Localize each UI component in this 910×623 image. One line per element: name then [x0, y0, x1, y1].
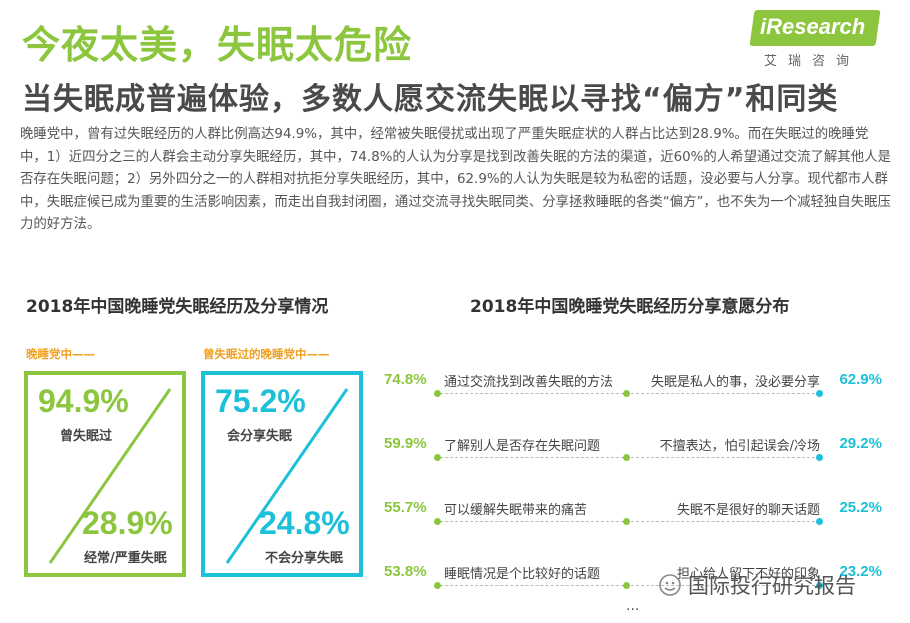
- right-label: 担心给人留下不好的印象: [676, 567, 820, 582]
- right-label: 失眠不是很好的聊天话题: [676, 503, 820, 518]
- left-chart-title: 2018年中国晚睡党失眠经历及分享情况: [26, 297, 329, 317]
- row-dot: [434, 518, 441, 525]
- right-value: 29.2%: [839, 435, 882, 452]
- row-dot: [434, 582, 441, 589]
- panel-bottom-label: 不会分享失眠: [265, 551, 344, 566]
- panel-bottom-label: 经常/严重失眠: [84, 551, 167, 566]
- left-value: 55.7%: [384, 499, 427, 516]
- row-dot: [434, 390, 441, 397]
- panel-label-night-owls: 晚睡党中——: [26, 347, 95, 361]
- panel-top-label: 会分享失眠: [227, 429, 293, 444]
- left-label: 可以缓解失眠带来的痛苦: [444, 503, 588, 518]
- logo-text: iResearch: [760, 14, 866, 39]
- page-title: 今夜太美，失眠太危险: [22, 23, 413, 67]
- row-dot: [623, 582, 630, 589]
- panel-top-label: 曾失眠过: [60, 429, 113, 444]
- row-dot: [623, 390, 630, 397]
- share-willingness-chart: 74.8% 通过交流找到改善失眠的方法 失眠是私人的事，没必要分享 62.9% …: [380, 355, 890, 615]
- row-divider: [440, 521, 820, 522]
- chart-row: 59.9% 了解别人是否存在失眠问题 不擅表达，怕引起误会/冷场 29.2%: [380, 427, 890, 467]
- panel-night-owls: 94.9% 曾失眠过 28.9% 经常/严重失眠: [24, 371, 186, 577]
- row-dot: [816, 390, 823, 397]
- row-divider: [440, 585, 820, 586]
- right-value: 23.2%: [839, 563, 882, 580]
- left-label: 通过交流找到改善失眠的方法: [444, 375, 614, 390]
- row-dot: [623, 518, 630, 525]
- panel-label-insomniacs: 曾失眠过的晚睡党中——: [203, 347, 330, 361]
- left-label: 了解别人是否存在失眠问题: [444, 439, 601, 454]
- panel-top-value: 94.9%: [38, 383, 129, 419]
- panel-diagonal-line: [48, 388, 172, 564]
- row-dot: [816, 582, 823, 589]
- right-label: 不擅表达，怕引起误会/冷场: [659, 439, 820, 454]
- panel-bottom-value: 28.9%: [82, 505, 173, 541]
- page-subtitle: 当失眠成普遍体验，多数人愿交流失眠以寻找“偏方”和同类: [22, 82, 839, 117]
- right-chart-title: 2018年中国晚睡党失眠经历分享意愿分布: [470, 297, 790, 317]
- intro-paragraph: 晚睡党中，曾有过失眠经历的人群比例高达94.9%，其中，经常被失眠侵扰或出现了严…: [20, 127, 891, 232]
- more-ellipsis: ...: [626, 598, 640, 614]
- left-value: 59.9%: [384, 435, 427, 452]
- left-label: 睡眠情况是个比较好的话题: [444, 567, 601, 582]
- row-dot: [816, 518, 823, 525]
- row-divider: [440, 457, 820, 458]
- chart-row: 53.8% 睡眠情况是个比较好的话题 担心给人留下不好的印象 23.2%: [380, 555, 890, 595]
- wechat-icon: [659, 574, 681, 596]
- row-divider: [440, 393, 820, 394]
- logo-subtext: 艾瑞咨询: [764, 54, 861, 69]
- panel-top-value: 75.2%: [215, 383, 306, 419]
- panel-bottom-value: 24.8%: [259, 505, 350, 541]
- panel-insomniacs: 75.2% 会分享失眠 24.8% 不会分享失眠: [201, 371, 363, 577]
- row-dot: [816, 454, 823, 461]
- row-dot: [434, 454, 441, 461]
- watermark-text: 国际投行研究报告: [688, 574, 856, 598]
- panel-diagonal-line: [225, 388, 349, 564]
- left-value: 53.8%: [384, 563, 427, 580]
- right-value: 62.9%: [839, 371, 882, 388]
- chart-row: 74.8% 通过交流找到改善失眠的方法 失眠是私人的事，没必要分享 62.9%: [380, 363, 890, 403]
- right-label: 失眠是私人的事，没必要分享: [650, 375, 820, 390]
- chart-row: 55.7% 可以缓解失眠带来的痛苦 失眠不是很好的聊天话题 25.2%: [380, 491, 890, 531]
- row-dot: [623, 454, 630, 461]
- iresearch-logo: iResearch 艾瑞咨询: [749, 10, 892, 69]
- right-value: 25.2%: [839, 499, 882, 516]
- left-value: 74.8%: [384, 371, 427, 388]
